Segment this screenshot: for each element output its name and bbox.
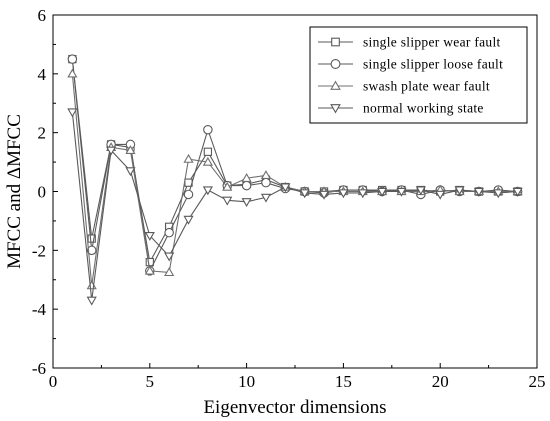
data-point-marker bbox=[86, 296, 97, 306]
data-point-marker bbox=[493, 189, 504, 199]
x-tick-label: 0 bbox=[49, 372, 58, 391]
data-point-marker bbox=[183, 153, 194, 163]
data-point-marker bbox=[261, 177, 271, 188]
data-point-marker bbox=[241, 173, 252, 182]
data-point-marker bbox=[377, 187, 388, 197]
data-point-marker bbox=[144, 265, 155, 275]
y-tick-label: 4 bbox=[38, 65, 47, 84]
data-point-marker bbox=[454, 186, 465, 196]
data-point-marker bbox=[164, 267, 175, 277]
data-point-marker bbox=[67, 54, 78, 64]
data-point-marker bbox=[145, 257, 154, 267]
legend-label: single slipper loose fault bbox=[363, 57, 503, 72]
y-tick-label: 0 bbox=[38, 183, 47, 202]
data-point-marker bbox=[280, 183, 291, 193]
data-point-marker bbox=[183, 215, 194, 225]
y-tick-label: 6 bbox=[38, 6, 47, 25]
data-point-marker bbox=[299, 189, 310, 199]
legend-label: normal working state bbox=[363, 101, 484, 116]
x-tick-label: 25 bbox=[529, 372, 546, 391]
data-point-marker bbox=[396, 187, 407, 197]
data-point-marker bbox=[105, 146, 117, 156]
data-point-marker bbox=[183, 189, 194, 200]
data-point-marker bbox=[241, 198, 252, 208]
y-axis-title: MFCC and ΔMFCC bbox=[4, 114, 25, 269]
data-point-marker bbox=[260, 170, 272, 179]
x-tick-label: 5 bbox=[146, 372, 155, 391]
data-point-marker bbox=[331, 37, 340, 47]
data-point-marker bbox=[164, 227, 174, 238]
data-point-marker bbox=[435, 190, 446, 200]
data-point-marker bbox=[125, 167, 136, 177]
y-tick-label: -4 bbox=[32, 300, 47, 319]
legend-label: single slipper wear fault bbox=[363, 35, 501, 50]
data-point-marker bbox=[67, 108, 78, 118]
data-point-marker bbox=[222, 196, 233, 206]
data-point-marker bbox=[144, 231, 155, 241]
y-tick-label: -6 bbox=[32, 359, 46, 378]
legend: single slipper wear fault single slipper … bbox=[309, 26, 528, 124]
x-tick-label: 20 bbox=[432, 372, 449, 391]
data-point-marker bbox=[203, 124, 213, 135]
data-point-marker bbox=[241, 180, 252, 191]
series-group bbox=[67, 54, 523, 306]
data-point-marker bbox=[86, 245, 97, 256]
x-tick-label: 15 bbox=[335, 372, 352, 391]
data-point-marker bbox=[415, 186, 426, 196]
data-point-marker bbox=[67, 68, 78, 78]
data-point-marker bbox=[222, 181, 233, 191]
data-point-marker bbox=[164, 252, 175, 262]
data-point-marker bbox=[202, 156, 213, 166]
data-point-marker bbox=[125, 145, 136, 154]
legend-box bbox=[309, 26, 528, 124]
data-point-marker bbox=[260, 193, 272, 203]
data-point-marker bbox=[330, 104, 341, 114]
series-line bbox=[71, 73, 518, 286]
data-point-marker bbox=[330, 59, 341, 69]
data-point-marker bbox=[473, 187, 485, 197]
y-tick-label: 2 bbox=[38, 124, 47, 143]
data-point-marker bbox=[203, 147, 213, 156]
data-point-marker bbox=[338, 189, 349, 199]
data-point-marker bbox=[357, 189, 368, 199]
y-tick-label: -2 bbox=[32, 241, 46, 260]
x-axis-title: Eigenvector dimensions bbox=[203, 397, 386, 418]
data-point-marker bbox=[87, 234, 96, 243]
axis-ticks: 0 5 10 15 20 25 -6 -4 -2 0 2 4 6 bbox=[32, 6, 546, 391]
data-point-marker bbox=[330, 80, 341, 90]
legend-label: swash plate wear fault bbox=[363, 79, 490, 94]
x-tick-label: 10 bbox=[238, 372, 255, 391]
data-point-marker bbox=[318, 190, 330, 200]
data-point-marker bbox=[86, 280, 97, 290]
data-point-marker bbox=[512, 187, 523, 197]
data-point-marker bbox=[202, 186, 213, 196]
